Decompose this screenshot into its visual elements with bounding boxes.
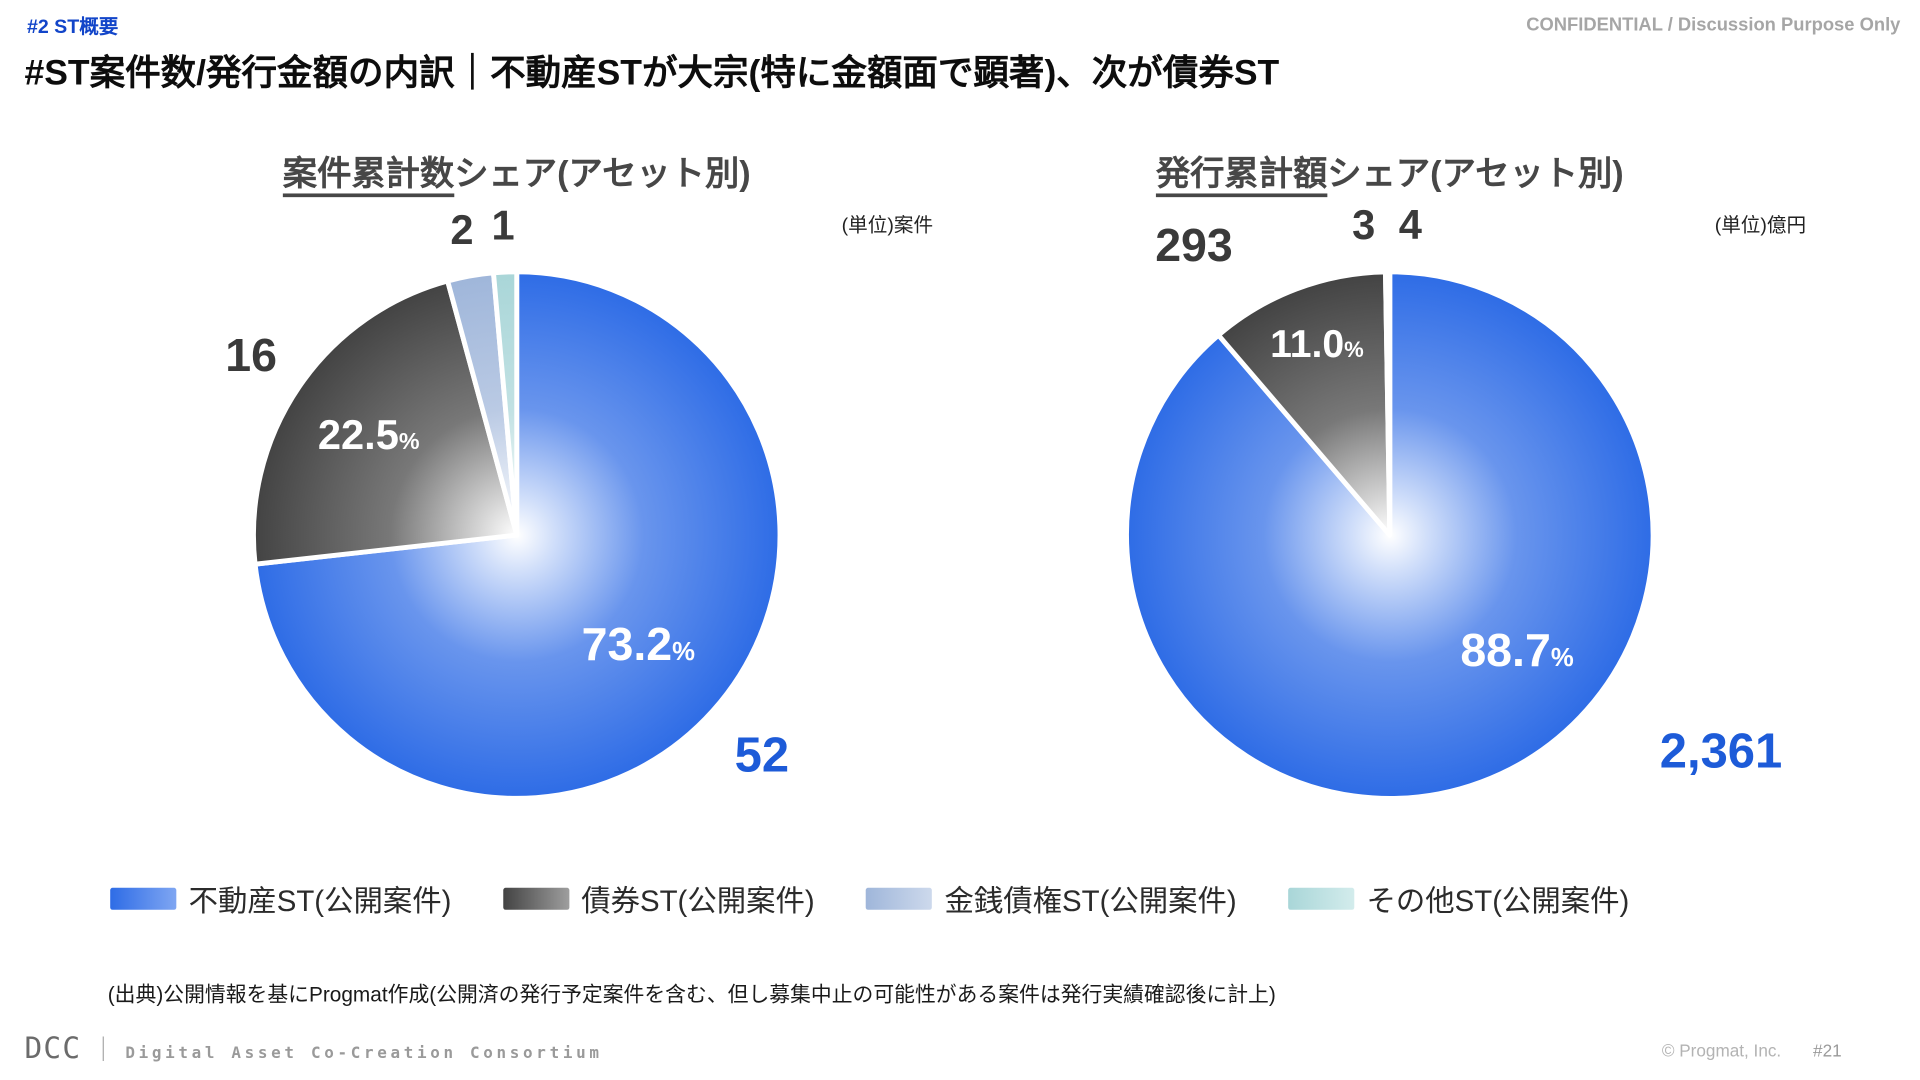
legend-item-other: その他ST(公開案件) — [1288, 877, 1629, 920]
pie-percent-label: 22.5% — [318, 411, 420, 458]
legend-swatch-other — [1288, 887, 1355, 910]
page-number: #21 — [1813, 1040, 1842, 1061]
confidential-note: CONFIDENTIAL / Discussion Purpose Only — [1526, 14, 1901, 36]
chart-legend: 不動産ST(公開案件) 債券ST(公開案件) 金銭債権ST(公開案件) その他S… — [110, 877, 1629, 920]
pie-value-label: 3 — [1352, 204, 1375, 248]
page-title: #ST案件数/発行金額の内訳｜不動産STが大宗(特に金額面で顕著)、次が債券ST — [24, 53, 1280, 94]
unit-label-left: (単位)案件 — [841, 215, 934, 237]
pie-value-label: 4 — [1399, 204, 1422, 248]
pie-value-label: 1 — [491, 204, 514, 248]
pie-value-label: 16 — [225, 329, 277, 381]
pie-slice — [1216, 269, 1393, 538]
legend-swatch-bond — [502, 887, 569, 910]
pie-slice — [491, 269, 520, 538]
legend-label-receivables: 金銭債権ST(公開案件) — [944, 885, 1237, 919]
pie-chart-amount: 88.7% 2,361 11.0% 293 3 4 — [1010, 201, 1843, 865]
dcc-logo: DCC — [24, 1031, 82, 1066]
footer-meta: © Progmat, Inc. #21 — [1662, 1041, 1842, 1061]
legend-label-bond: 債券ST(公開案件) — [581, 885, 815, 919]
pie-slice — [251, 278, 520, 567]
legend-item-bond: 債券ST(公開案件) — [502, 877, 815, 920]
footer-brand: DCC ｜ Digital Asset Co-Creation Consorti… — [24, 1030, 603, 1066]
pie-chart-cases: 73.2% 52 22.5% 16 2 1 — [137, 201, 970, 865]
pie-value-label: 52 — [735, 729, 789, 783]
slide-section-tag: #2 ST概要 — [26, 17, 119, 38]
footer-consortium-name: Digital Asset Co-Creation Consortium — [125, 1044, 603, 1063]
unit-label-right: (単位)億円 — [1714, 215, 1807, 237]
copyright-text: © Progmat, Inc. — [1661, 1040, 1782, 1061]
legend-label-realestate: 不動産ST(公開案件) — [188, 885, 452, 919]
pie-percent-label: 11.0% — [1270, 323, 1364, 366]
pie-value-label: 2 — [450, 206, 473, 253]
chart-title-right-underlined: 発行累計額 — [1155, 154, 1328, 198]
pie-value-label: 2,361 — [1660, 724, 1783, 778]
legend-label-other: その他ST(公開案件) — [1366, 885, 1630, 919]
chart-title-left: 案件累計数シェア(アセット別) — [100, 147, 933, 198]
footer-divider: ｜ — [91, 1037, 116, 1065]
chart-title-left-underlined: 案件累計数 — [282, 154, 454, 198]
pie-slice — [1124, 269, 1656, 801]
legend-swatch-realestate — [110, 887, 177, 910]
chart-title-right-rest: シェア(アセット別) — [1327, 154, 1624, 193]
chart-title-right: 発行累計額シェア(アセット別) — [973, 147, 1806, 198]
chart-title-left-rest: シェア(アセット別) — [454, 154, 751, 193]
legend-swatch-receivables — [866, 887, 933, 910]
legend-item-realestate: 不動産ST(公開案件) — [110, 877, 451, 920]
pie-value-label: 293 — [1155, 219, 1233, 271]
pie-slice — [1384, 269, 1393, 538]
source-footnote: (出典)公開情報を基にProgmat作成(公開済の発行予定案件を含む、但し募集中… — [107, 983, 1276, 1007]
legend-item-receivables: 金銭債権ST(公開案件) — [866, 877, 1237, 920]
